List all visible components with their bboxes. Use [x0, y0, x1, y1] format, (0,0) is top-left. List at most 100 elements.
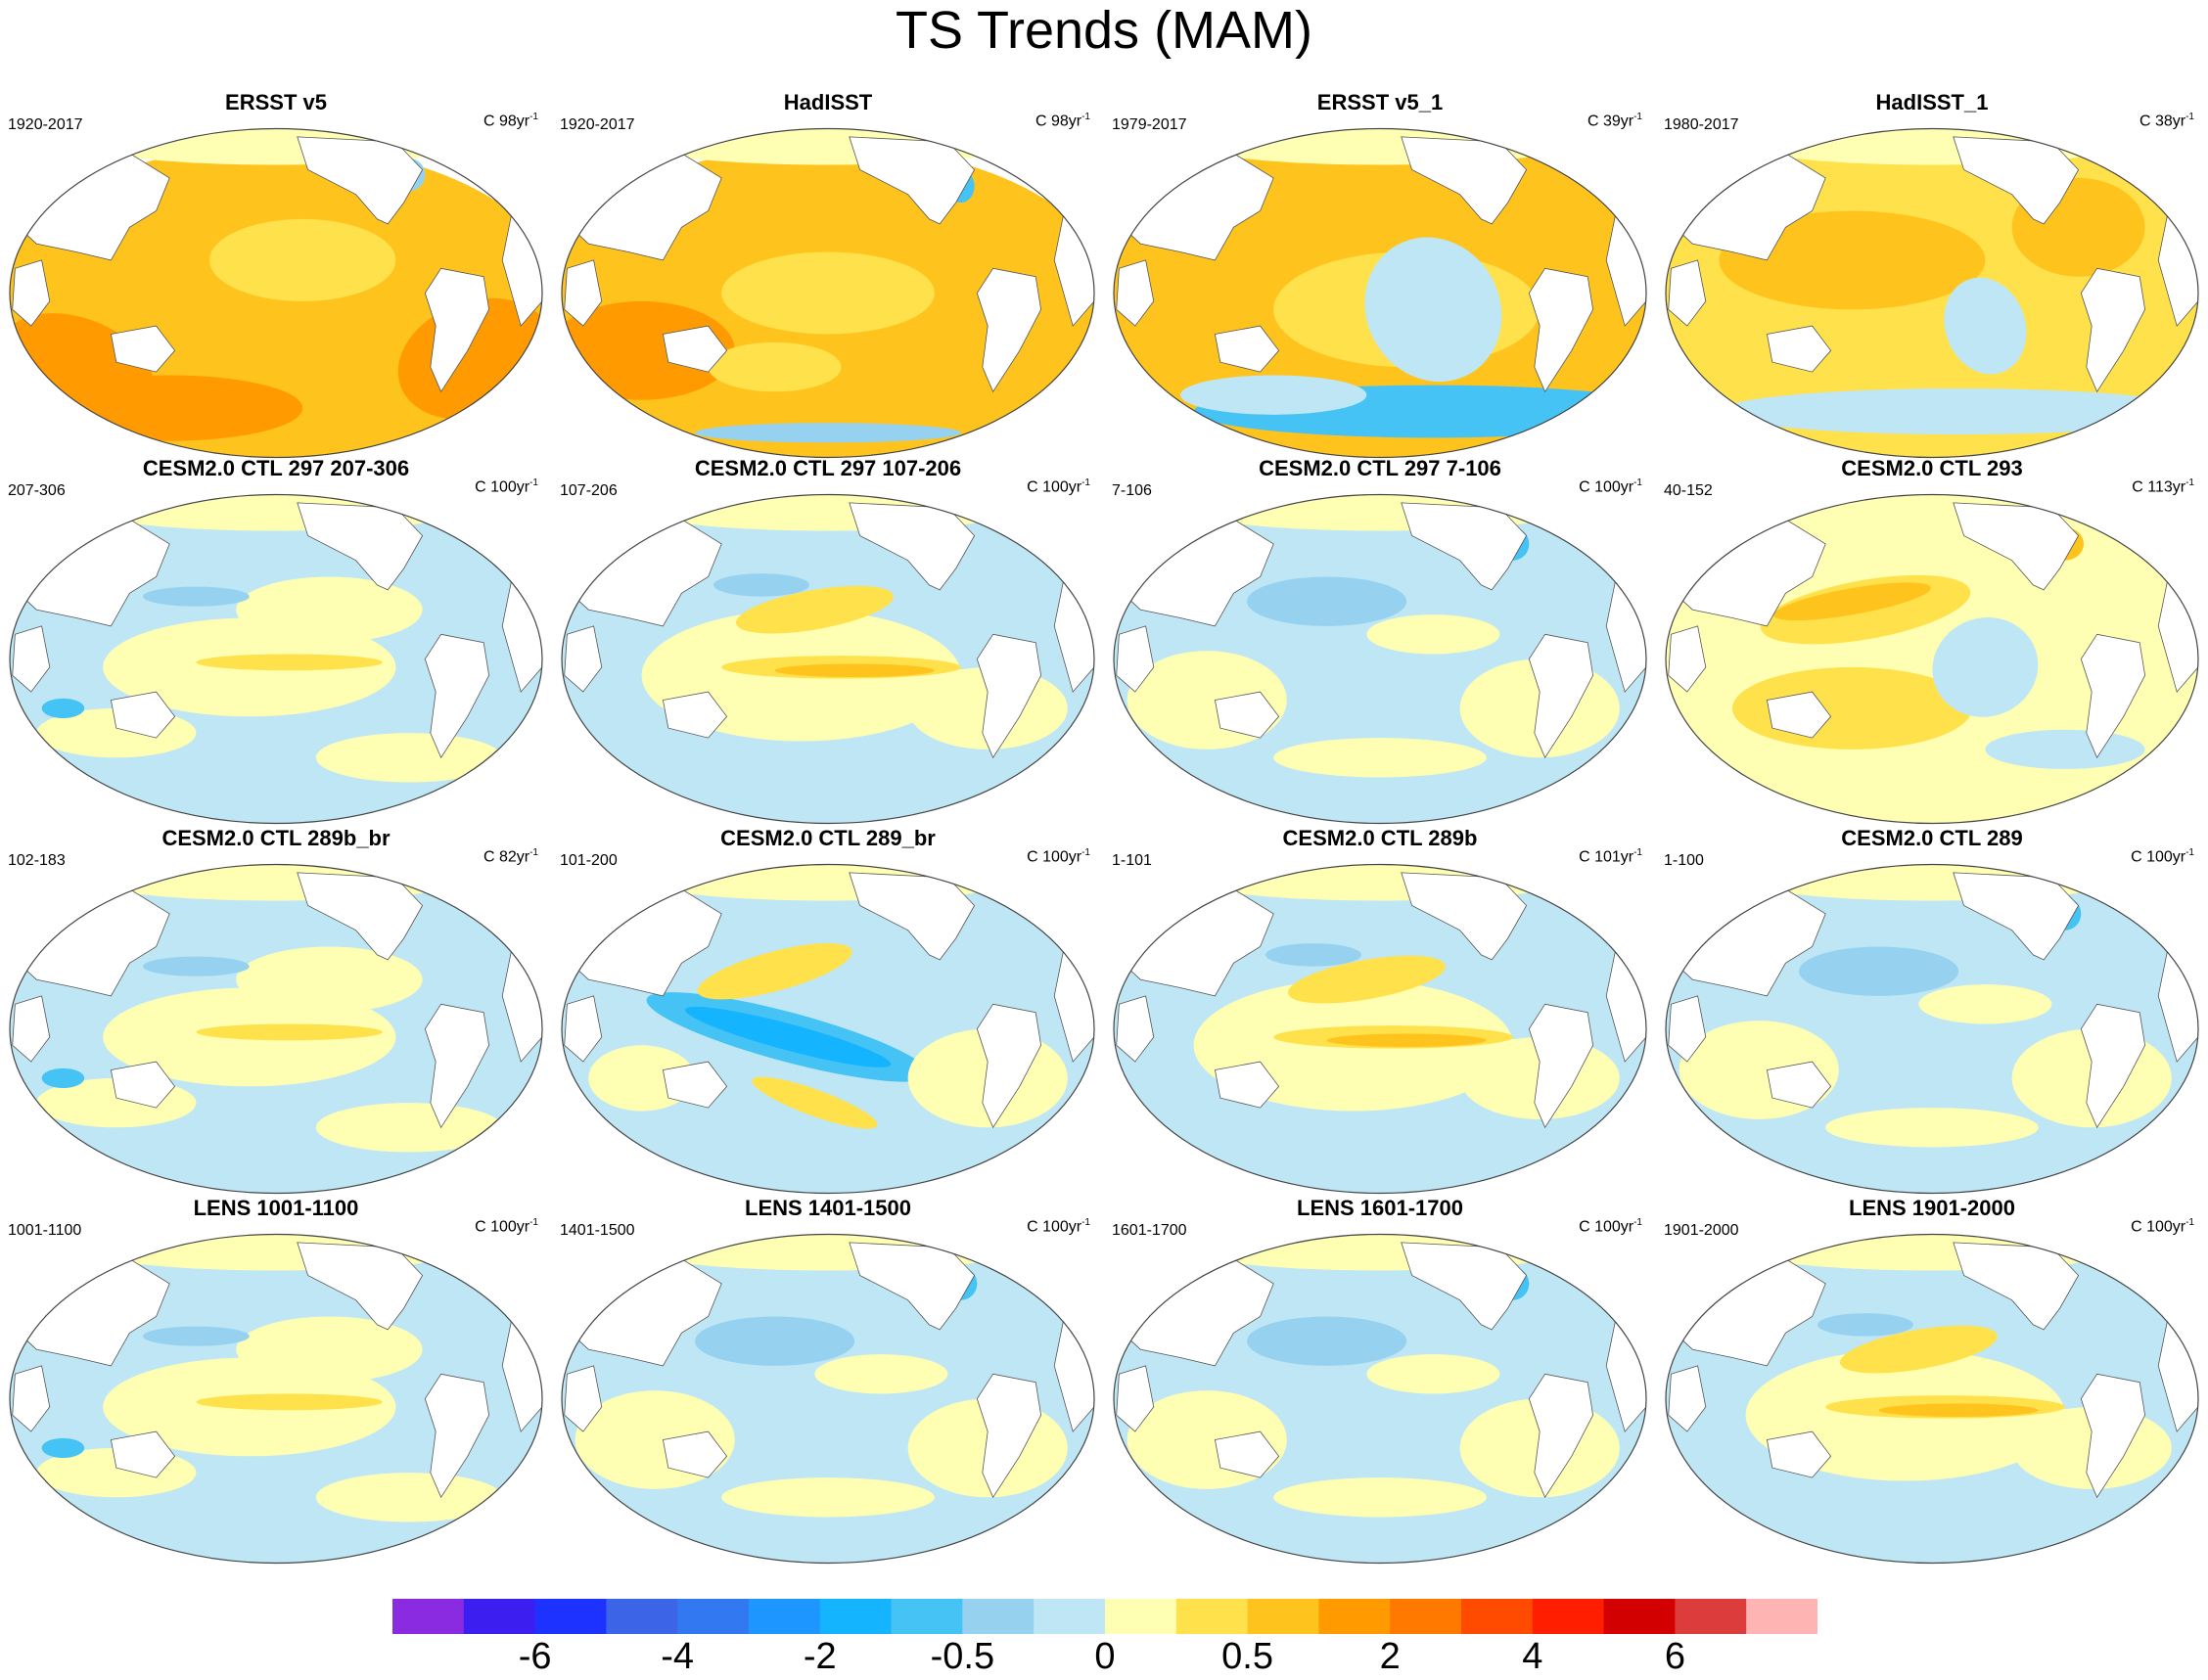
- continent-outline: [976, 1003, 1042, 1129]
- anomaly-region: [1273, 1477, 1487, 1518]
- continent-outline: [976, 633, 1042, 759]
- units-prefix: C 100yr: [1027, 478, 1082, 496]
- continent-outline: [1953, 872, 2080, 961]
- colorbar-swatch: [534, 1599, 607, 1634]
- colorbar-tick-label: -0.5: [930, 1636, 995, 1677]
- trend-field: [562, 128, 1094, 458]
- continent-outline: [2080, 1003, 2146, 1129]
- anomaly-region: [1273, 738, 1487, 778]
- units-prefix: C 100yr: [475, 478, 530, 496]
- trend-field: [1114, 494, 1646, 824]
- anomaly-region: [1825, 1108, 2039, 1148]
- panel-period: 40-152: [1664, 482, 1713, 499]
- continent-outline: [12, 625, 51, 693]
- colorbar-swatch: [891, 1599, 963, 1634]
- anomaly-region: [196, 1393, 383, 1411]
- panel-units: C 100yr-1: [475, 1217, 538, 1236]
- map-border: [9, 1233, 543, 1565]
- panel-period: 102-183: [8, 852, 66, 869]
- panel-title: ERSST v5_1: [1316, 90, 1444, 114]
- panel-units: C 100yr-1: [2131, 847, 2194, 866]
- units-exponent: -1: [1081, 477, 1090, 488]
- anomaly-region: [143, 586, 250, 607]
- continent-outline: [662, 691, 728, 739]
- panel-title: LENS 1901-2000: [1849, 1196, 2015, 1220]
- anomaly-region: [236, 946, 423, 1013]
- panel-units: C 100yr-1: [1027, 477, 1090, 496]
- units-prefix: C 39yr: [1587, 113, 1634, 130]
- continent-outline: [110, 1430, 176, 1478]
- anomaly-region: [236, 1316, 423, 1383]
- continent-outline: [1401, 136, 1528, 225]
- panel-period: 1901-2000: [1664, 1222, 1739, 1239]
- panel-units: C 100yr-1: [1027, 1217, 1090, 1236]
- trend-field: [1666, 494, 2198, 824]
- continent-outline: [564, 259, 603, 327]
- anomaly-region: [1719, 387, 2198, 434]
- colorbar-swatch: [1247, 1599, 1319, 1634]
- panel-units: C 113yr-1: [2132, 477, 2194, 496]
- continent-outline: [12, 1365, 51, 1432]
- trend-field: [1114, 128, 1646, 458]
- continent-outline: [297, 502, 424, 591]
- panel-period: 101-200: [560, 852, 618, 869]
- units-exponent: -1: [529, 1217, 538, 1228]
- anomaly-region: [143, 1326, 250, 1346]
- units-prefix: C 113yr: [2132, 478, 2186, 496]
- map-border: [9, 493, 543, 825]
- robinson-map: [1113, 1233, 1647, 1565]
- map-panel: LENS 1901-2000 1901-2000 C 100yr-1: [1656, 1194, 2208, 1566]
- continent-outline: [12, 995, 51, 1063]
- anomaly-region: [1878, 1403, 2039, 1417]
- panel-period: 1920-2017: [560, 116, 635, 133]
- colorbar-swatch: [1675, 1599, 1747, 1634]
- continent-outline: [1766, 1061, 1832, 1109]
- panel-title: CESM2.0 CTL 293: [1841, 456, 2023, 480]
- anomaly-region: [1180, 375, 1367, 415]
- continent-outline: [424, 1373, 490, 1499]
- robinson-map: [561, 863, 1095, 1195]
- continent-outline: [564, 625, 603, 693]
- units-exponent: -1: [1081, 112, 1090, 122]
- trend-field: [1114, 1234, 1646, 1564]
- continent-outline: [976, 1373, 1042, 1499]
- map-border: [1113, 863, 1647, 1195]
- continent-outline: [2080, 267, 2146, 393]
- continent-outline: [1214, 1061, 1280, 1109]
- anomaly-region: [143, 956, 250, 976]
- units-prefix: C 100yr: [475, 1218, 530, 1236]
- colorbar-swatch: [1034, 1599, 1106, 1634]
- panel-period: 1979-2017: [1112, 116, 1187, 133]
- robinson-map: [9, 493, 543, 825]
- panel-period: 1-100: [1664, 852, 1704, 869]
- continent-outline: [110, 1061, 176, 1109]
- units-prefix: C 101yr: [1579, 848, 1634, 866]
- robinson-map: [1113, 493, 1647, 825]
- units-exponent: -1: [1633, 847, 1642, 858]
- colorbar-swatch: [1603, 1599, 1676, 1634]
- map-panel: CESM2.0 CTL 289 1-100 C 100yr-1: [1656, 824, 2208, 1196]
- map-border: [1665, 493, 2199, 825]
- panel-units: C 101yr-1: [1579, 847, 1642, 866]
- continent-outline: [424, 633, 490, 759]
- units-prefix: C 100yr: [2131, 1218, 2186, 1236]
- colorbar-swatch: [1105, 1599, 1177, 1634]
- panel-units: C 39yr-1: [1587, 112, 1642, 130]
- anomaly-region: [196, 1023, 383, 1041]
- map-panel: CESM2.0 CTL 297 107-206 107-206 C 100yr-1: [552, 454, 1104, 826]
- robinson-map: [1665, 863, 2199, 1195]
- colorbar-swatch: [392, 1599, 465, 1634]
- robinson-map: [561, 493, 1095, 825]
- anomaly-region: [697, 942, 852, 1000]
- continent-outline: [564, 1365, 603, 1432]
- panel-units: C 100yr-1: [1579, 477, 1642, 496]
- panel-period: 1-101: [1112, 852, 1152, 869]
- units-prefix: C 38yr: [2139, 113, 2186, 130]
- continent-outline: [1528, 1373, 1594, 1499]
- robinson-map: [1665, 1233, 2199, 1565]
- map-panel: CESM2.0 CTL 297 207-306 207-306 C 100yr-1: [0, 454, 552, 826]
- units-exponent: -1: [2185, 847, 2194, 858]
- units-exponent: -1: [529, 847, 538, 858]
- robinson-map: [561, 1233, 1095, 1565]
- trend-field: [562, 1234, 1094, 1564]
